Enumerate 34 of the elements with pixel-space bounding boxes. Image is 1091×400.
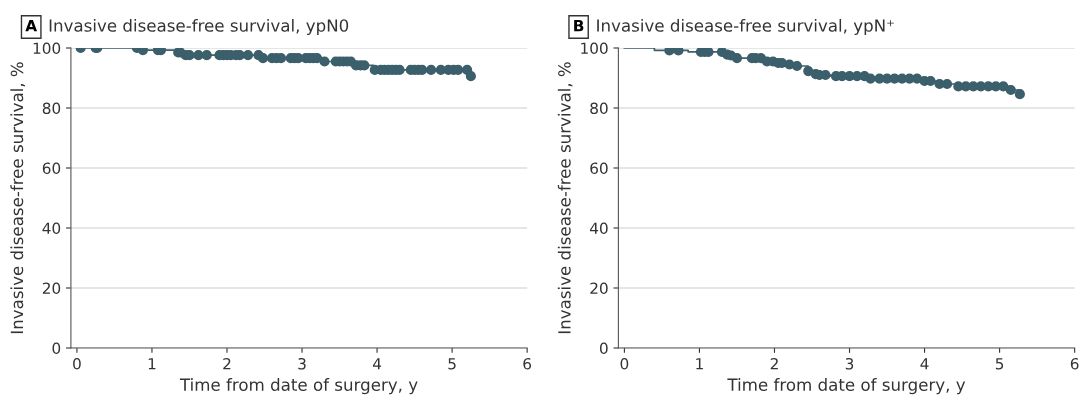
y-tick-label: 40 (589, 222, 608, 235)
text: B (574, 20, 584, 32)
x-tick-label: 1 (696, 358, 703, 370)
y-tick-label: 40 (42, 222, 61, 235)
x-tick-label: 3 (298, 357, 306, 370)
y-axis-title: Invasive disease-free survival, % (557, 62, 573, 334)
y-tick-label: 80 (42, 102, 61, 115)
y-tick-label: 100 (581, 42, 608, 55)
x-tick-label: 3 (845, 357, 854, 370)
y-tick-label: 0 (52, 342, 61, 355)
y-tick-label: 60 (590, 162, 608, 175)
x-tick-label: 4 (372, 358, 382, 370)
chart-title: Invasive disease-free survival, ypN0 (49, 18, 349, 36)
x-tick-label: 2 (223, 357, 231, 370)
x-axis-title: Time from date of surgery, y (179, 378, 418, 395)
y-axis-title: Invasive disease-free survival, % (10, 62, 25, 334)
chart-title: Invasive disease-free survival, ypN⁺ (597, 18, 894, 36)
y-tick-label: 20 (42, 282, 61, 295)
x-tick-label: 2 (770, 357, 778, 370)
y-tick-label: 60 (42, 162, 61, 175)
x-tick-label: 5 (448, 358, 456, 370)
x-tick-label: 6 (523, 357, 532, 370)
x-tick-label: 5 (995, 358, 1004, 370)
x-tick-label: 0 (620, 357, 629, 370)
x-tick-label: 4 (920, 358, 929, 370)
x-axis-title: Time from date of surgery, y (727, 378, 966, 395)
y-tick-label: 20 (590, 282, 608, 295)
text: A (25, 20, 38, 32)
x-tick-label: 6 (1070, 357, 1079, 370)
x-tick-label: 0 (73, 357, 81, 370)
y-tick-label: 80 (590, 102, 608, 115)
x-tick-label: 1 (148, 358, 156, 370)
y-tick-label: 100 (33, 42, 61, 55)
y-tick-label: 0 (599, 342, 608, 355)
